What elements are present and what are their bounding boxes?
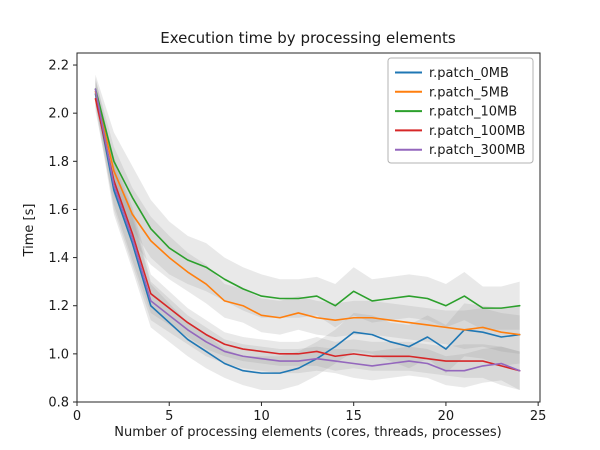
series-line-r.patch_5MB (94, 90, 521, 336)
legend-label-r.patch_10MB: r.patch_10MB (429, 105, 517, 120)
y-tick-label: 1.0 (48, 347, 69, 362)
series-line-r.patch_10MB (94, 88, 521, 309)
x-tick-label: 25 (530, 409, 547, 424)
x-tick-label: 10 (253, 409, 270, 424)
band-r.patch_5MB (95, 79, 520, 354)
legend-label-r.patch_5MB: r.patch_5MB (429, 85, 509, 100)
y-tick-label: 1.8 (48, 155, 69, 170)
series-line-r.patch_100MB (94, 97, 521, 372)
band-r.patch_300MB (95, 77, 520, 390)
x-tick-label: 5 (165, 409, 173, 424)
y-tick-label: 1.6 (48, 203, 69, 218)
legend-label-r.patch_0MB: r.patch_0MB (429, 66, 509, 81)
plot-border (76, 52, 541, 403)
series-lines (94, 88, 521, 374)
axes: 0 5 10 15 20 25 0.8 1.0 1.2 1.4 1.6 1.8 2.0 2.2 (48, 52, 547, 424)
x-tick-label: 20 (438, 409, 455, 424)
legend-label-r.patch_300MB: r.patch_300MB (429, 143, 525, 158)
legend-label-r.patch_100MB: r.patch_100MB (429, 124, 525, 139)
y-axis-label: Time [s] (22, 204, 37, 258)
series-line-r.patch_0MB (94, 93, 521, 374)
band-r.patch_100MB (95, 86, 520, 390)
y-tick-label: 2.2 (48, 59, 69, 74)
legend-box (387, 57, 534, 164)
y-tick-label: 0.8 (48, 396, 69, 411)
legend: r.patch_0MB r.patch_5MB r.patch_10MB r.patc… (387, 57, 534, 164)
y-tick-label: 1.2 (48, 299, 69, 314)
y-tick-label: 2.0 (48, 107, 69, 122)
x-tick-label: 0 (73, 409, 81, 424)
chart-title: Execution time by processing elements (160, 29, 456, 47)
series-line-r.patch_300MB (94, 88, 521, 372)
x-tick-label: 15 (345, 409, 362, 424)
x-axis-label: Number of processing elements (cores, th… (114, 425, 501, 440)
y-tick-label: 1.4 (48, 251, 69, 266)
